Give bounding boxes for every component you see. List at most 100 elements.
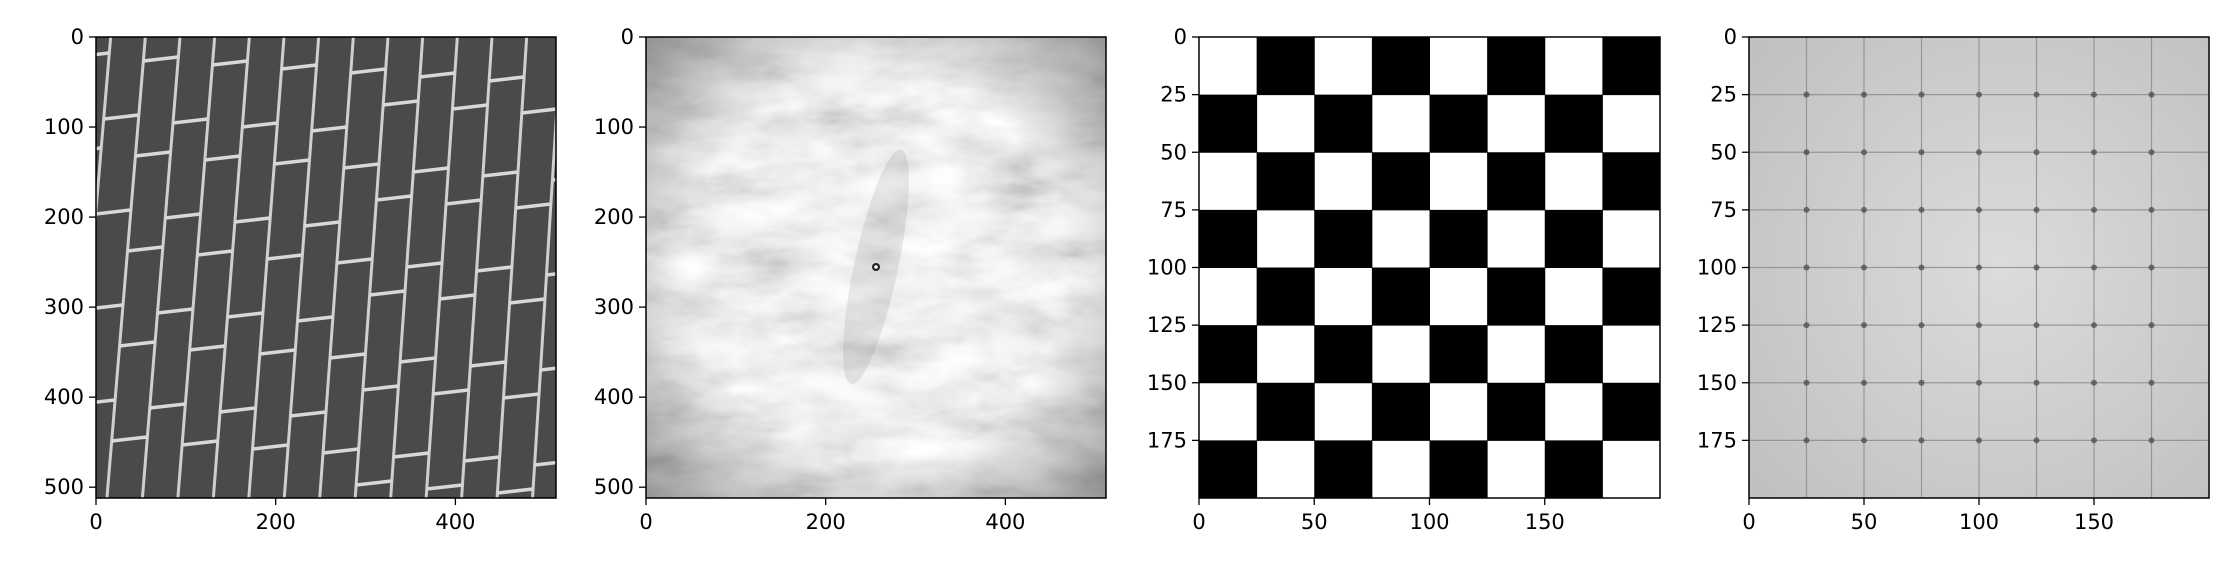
x-tick-label: 50 [1301,510,1328,534]
mortar-horizontal [393,451,430,459]
mortar-vertical [282,37,321,498]
mortar-horizontal [470,360,506,368]
checker-cell [1544,94,1603,153]
checker-cell [1487,382,1546,441]
grid-node [2148,264,2155,271]
mortar-vertical [247,37,286,498]
mortar-horizontal [362,384,399,392]
mortar-vertical [211,37,251,498]
brick-wall-image [50,37,556,498]
mortar-horizontal [445,198,482,206]
checker-cell [1429,209,1488,268]
grid-node [2091,149,2097,156]
grid-node [1803,437,1810,444]
checker-cell [1199,440,1258,498]
x-tick-label: 200 [256,510,296,534]
grid-node [1976,437,1982,444]
grid-node [1976,206,1982,213]
y-tick-label: 0 [71,25,84,49]
mortar-horizontal [50,338,85,342]
mortar-horizontal [336,257,373,265]
checker-cell [1487,152,1546,211]
mortar-horizontal [497,487,534,495]
checker-cell [1256,37,1315,96]
y-tick-label: 150 [1147,371,1187,395]
mortar-horizontal [503,392,539,400]
mortar-horizontal [103,113,139,121]
grid-node [1976,149,1982,156]
y-tick-label: 0 [1174,25,1187,49]
mortar-horizontal [515,202,551,210]
grid-node [1803,264,1810,271]
grid-node [2091,379,2097,386]
mortar-vertical [318,37,355,498]
grid-node [2148,91,2155,98]
grid-node [2148,322,2155,329]
checker-cell [1429,94,1488,153]
mortar-horizontal [135,150,171,158]
y-tick-label: 100 [1147,256,1187,280]
mortar-horizontal [96,398,115,404]
filtered-grid-image [1749,37,2209,498]
y-tick-label: 75 [1710,198,1737,222]
mortar-horizontal [165,212,201,220]
mortar-horizontal [259,348,296,356]
y-tick-label: 125 [1147,313,1187,337]
checker-cell [1199,325,1258,384]
checkerboard-image [1199,37,1660,498]
y-tick-label: 25 [1710,83,1737,107]
y-tick-label: 50 [1160,140,1187,164]
grid-node [2148,379,2155,386]
x-tick-label: 150 [1525,510,1565,534]
checker-cell [1544,440,1603,498]
grid-node [1861,264,1867,271]
mortar-horizontal [432,388,469,396]
y-tick-label: 500 [44,475,84,499]
x-tick-label: 0 [89,510,102,534]
mortar-horizontal [343,162,379,170]
checker-cell [1199,209,1258,268]
mortar-horizontal [143,55,179,63]
mortar-horizontal [197,249,233,257]
mortar-horizontal [399,356,436,364]
mortar-horizontal [355,479,392,487]
mortar-horizontal [96,303,123,310]
checker-cell [1371,382,1430,441]
mortar-horizontal [290,410,326,418]
y-tick-label: 0 [621,25,634,49]
checker-cell [1314,325,1373,384]
checker-cell [1429,440,1488,498]
checker-cell [1371,152,1430,211]
grid-node [2033,379,2040,386]
y-tick-label: 200 [44,205,84,229]
checker-cell [1602,37,1660,96]
mortar-horizontal [234,216,271,224]
checker-cell [1429,325,1488,384]
grid-node [2148,206,2155,213]
mortar-vertical [176,37,217,498]
grid-node [1803,206,1810,213]
mortar-horizontal [204,154,240,162]
x-tick-label: 400 [985,510,1025,534]
mortar-horizontal [369,289,405,297]
mortar-horizontal [488,75,525,83]
mortar-horizontal [521,107,556,115]
y-tick-label: 100 [44,115,84,139]
grid-node [2091,206,2097,213]
x-tick-label: 0 [1192,510,1205,534]
checker-cell [1314,94,1373,153]
axes-frame [95,36,557,499]
mortar-horizontal [482,170,518,178]
grid-node [1861,379,1867,386]
mortar-horizontal [311,125,347,133]
grid-node [2148,437,2155,444]
mortar-horizontal [127,245,163,253]
grid-node [2033,437,2040,444]
x-tick-label: 200 [806,510,846,534]
axes-frame [645,36,1107,499]
grid-node [2033,322,2040,329]
mortar-vertical [105,37,147,498]
mortar-horizontal [476,265,512,273]
y-tick-label: 175 [1697,428,1737,452]
mortar-horizontal [413,166,449,174]
